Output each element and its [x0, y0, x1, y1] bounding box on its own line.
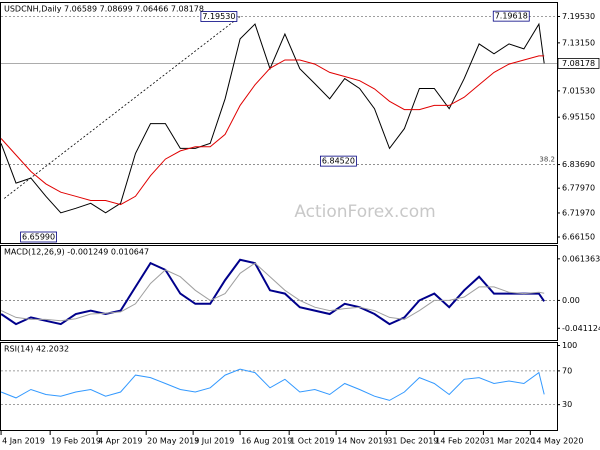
- annotation-box: [20, 231, 57, 243]
- annotation-label: 6.84520: [322, 157, 355, 166]
- annotation-label: 7.19618: [495, 12, 528, 21]
- panel-title: USDCNH,Daily 7.06589 7.08699 7.06466 7.0…: [4, 5, 204, 14]
- y-tick-label: 100: [562, 341, 577, 350]
- y-tick-label: 30: [562, 400, 572, 409]
- series-line: [0, 55, 545, 206]
- y-tick-label: 6.66150: [562, 233, 595, 242]
- watermark: ActionForex.com: [294, 202, 435, 222]
- panel-title: MACD(12,26,9) -0.001249 0.010647: [4, 248, 149, 257]
- y-tick-label: 6.83690: [562, 160, 595, 169]
- last-price-label: 7.08178: [562, 59, 595, 68]
- x-tick-label: 3 Jul 2019: [194, 437, 234, 446]
- annotation-label: 7.19530: [202, 12, 235, 21]
- price-panel: [0, 2, 558, 244]
- series-line: [0, 262, 545, 322]
- x-tick-label: 19 Feb 2019: [51, 437, 101, 446]
- trendline: [4, 16, 241, 199]
- series-line: [0, 258, 546, 326]
- annotation-box: [319, 155, 357, 167]
- x-tick-label: 31 Dec 2019: [387, 437, 438, 446]
- y-tick-label: 0.061363: [562, 254, 600, 263]
- x-tick-label: 14 Feb 2020: [435, 437, 485, 446]
- y-tick-label: -0.041124: [562, 324, 600, 333]
- series-line: [0, 368, 545, 401]
- fib-label: 38.2: [539, 156, 555, 164]
- y-tick-label: 6.95150: [562, 113, 595, 122]
- y-tick-label: 6.71970: [562, 208, 595, 217]
- y-tick-label: 6.77970: [562, 184, 595, 193]
- annotation-label: 6.65990: [22, 233, 55, 242]
- x-tick-label: 4 Jan 2019: [2, 437, 45, 446]
- annotation-box: [492, 10, 530, 22]
- series-line: [0, 22, 545, 214]
- y-tick-label: 7.19530: [562, 12, 595, 21]
- panel-title: RSI(14) 42.2032: [4, 345, 69, 354]
- x-tick-label: 4 Apr 2019: [98, 437, 142, 446]
- y-tick-label: 70: [562, 366, 572, 375]
- y-tick-label: 7.13150: [562, 38, 595, 47]
- x-tick-label: 14 May 2020: [531, 437, 583, 446]
- x-tick-label: 20 May 2019: [147, 437, 199, 446]
- x-tick-label: 1 Oct 2019: [290, 437, 334, 446]
- x-tick-label: 16 Aug 2019: [241, 437, 292, 446]
- rsi-panel: [0, 342, 558, 431]
- y-tick-label: 0.00: [562, 296, 580, 305]
- last-price-box: [557, 58, 600, 69]
- y-tick-label: 7.01530: [562, 86, 595, 95]
- x-tick-label: 31 Mar 2020: [484, 437, 535, 446]
- x-tick-label: 14 Nov 2019: [337, 437, 388, 446]
- annotation-box: [200, 11, 238, 22]
